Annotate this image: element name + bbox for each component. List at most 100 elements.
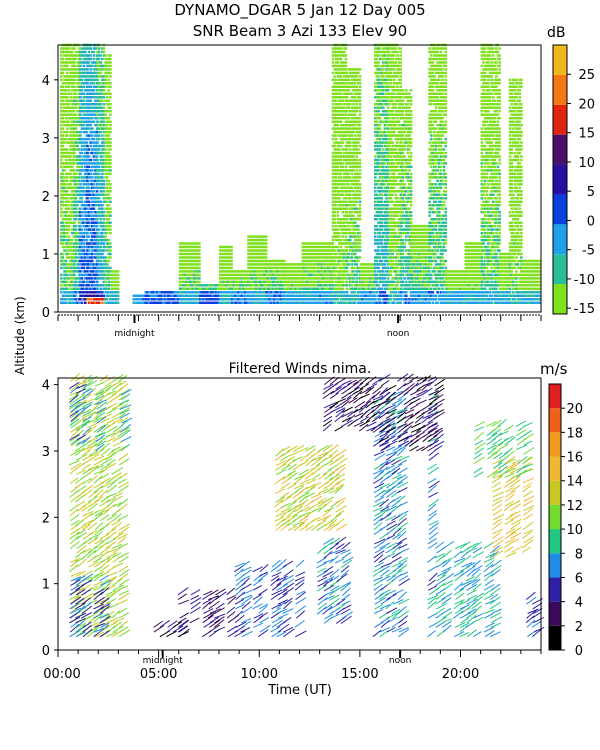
snr-cell <box>219 280 222 284</box>
snr-cell <box>375 277 379 280</box>
snr-cell <box>331 273 335 277</box>
snr-cell <box>349 141 352 144</box>
snr-cell <box>92 155 96 158</box>
snr-cell <box>66 120 69 123</box>
snr-cell <box>102 144 106 148</box>
snr-cell <box>176 298 180 301</box>
snr-cell <box>316 242 319 245</box>
snr-cell <box>96 148 99 151</box>
snr-cell <box>72 277 76 280</box>
snr-cell <box>105 242 109 245</box>
snr-cell <box>76 96 79 99</box>
snr-cell <box>322 270 325 273</box>
snr-cell <box>339 113 343 116</box>
snr-cell <box>350 82 354 85</box>
snr-cell <box>341 137 344 141</box>
snr-cell <box>328 259 332 263</box>
snr-cell <box>198 242 201 245</box>
snr-cell <box>349 235 352 238</box>
snr-cell <box>355 78 358 82</box>
snr-cell <box>333 263 336 266</box>
snr-cell <box>66 270 69 273</box>
snr-cell <box>355 224 358 228</box>
snr-cell <box>63 238 66 242</box>
snr-cell <box>70 103 74 106</box>
snr-cell <box>353 113 357 116</box>
snr-cell <box>183 298 187 301</box>
snr-cell <box>299 270 303 273</box>
snr-cell <box>60 176 63 179</box>
snr-cell <box>304 252 308 256</box>
snr-cell <box>353 141 357 144</box>
snr-cell <box>70 64 74 68</box>
snr-cell <box>70 57 74 61</box>
snr-cell <box>367 287 371 290</box>
snr-cell <box>60 155 63 158</box>
snr-cell <box>331 256 335 259</box>
snr-cell <box>70 130 74 134</box>
snr-cell <box>61 71 65 75</box>
snr-cell <box>63 110 66 113</box>
snr-cell <box>320 245 324 249</box>
snr-cell <box>87 134 91 137</box>
snr-cell <box>183 245 187 249</box>
snr-cell <box>104 231 107 235</box>
snr-cell <box>220 287 224 290</box>
snr-cell <box>314 256 317 259</box>
snr-cell <box>343 92 346 95</box>
snr-cell <box>345 151 349 155</box>
snr-cell <box>347 224 350 228</box>
snr-cell <box>63 47 66 50</box>
snr-cell <box>306 298 309 301</box>
snr-cell <box>294 280 298 284</box>
snr-cell <box>350 291 354 294</box>
snr-cell <box>336 221 340 224</box>
snr-cell <box>312 287 316 290</box>
snr-cell <box>96 92 99 95</box>
snr-cell <box>86 242 89 245</box>
snr-cell <box>350 200 354 203</box>
snr-cell <box>92 183 96 186</box>
snr-cell <box>191 266 195 270</box>
snr-cell <box>338 110 341 113</box>
snr-cell <box>63 64 66 68</box>
snr-cell <box>374 287 377 290</box>
snr-cell <box>339 287 343 290</box>
snr-cell <box>338 197 341 200</box>
snr-cell <box>178 291 182 294</box>
snr-cell <box>334 64 338 68</box>
snr-cell <box>278 294 281 297</box>
snr-cell <box>366 280 369 284</box>
snr-cell <box>260 277 263 280</box>
snr-cell <box>113 284 117 287</box>
snr-cell <box>64 137 68 141</box>
snr-cell <box>196 284 200 287</box>
snr-cell <box>96 231 99 235</box>
snr-cell <box>92 144 96 148</box>
snr-cell <box>76 99 79 102</box>
snr-cell <box>101 207 104 210</box>
snr-cell <box>339 158 343 162</box>
snr-cell <box>101 301 104 304</box>
snr-cell <box>73 68 76 71</box>
snr-cell <box>283 294 286 297</box>
snr-cell <box>63 284 66 287</box>
snr-cell <box>178 287 182 290</box>
snr-cell <box>353 151 357 155</box>
snr-cell <box>151 301 154 304</box>
snr-cell <box>352 224 355 228</box>
snr-cell <box>355 263 358 266</box>
snr-cell <box>239 270 242 273</box>
snr-cell <box>92 218 96 221</box>
snr-cell <box>94 71 97 75</box>
snr-cell <box>312 263 316 266</box>
snr-cell <box>352 190 355 193</box>
snr-cell <box>336 120 340 123</box>
snr-cell <box>322 273 325 277</box>
snr-cell <box>308 263 311 266</box>
snr-cell <box>353 221 357 224</box>
snr-cell <box>89 110 92 113</box>
snr-cell <box>375 162 379 165</box>
snr-cell <box>107 277 111 280</box>
snr-cell <box>76 82 79 85</box>
